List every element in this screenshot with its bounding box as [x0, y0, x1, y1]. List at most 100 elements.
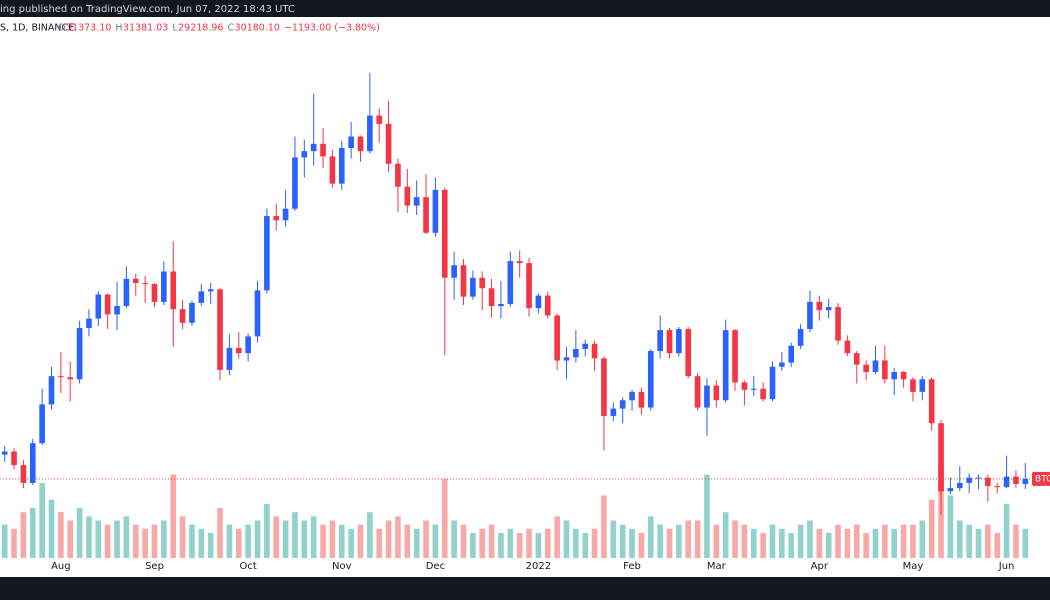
- candle-body: [825, 307, 832, 311]
- ohlc-key: C: [227, 23, 234, 34]
- volume-bar: [676, 524, 682, 558]
- candle-body: [310, 143, 317, 152]
- candle-body: [470, 277, 476, 297]
- volume-bar: [769, 524, 776, 558]
- volume-bar: [797, 524, 804, 558]
- ohlc-value: 29218.96: [178, 23, 223, 34]
- candle-body: [704, 385, 710, 408]
- volume-bar: [1, 524, 8, 558]
- candle-body: [498, 303, 504, 307]
- volume-bar: [207, 533, 214, 558]
- change: −1193.00 (−3.80%): [284, 23, 380, 34]
- candle-body: [348, 136, 354, 149]
- volume-bar: [619, 524, 626, 558]
- candle-body: [104, 294, 111, 315]
- candle-body: [376, 115, 383, 124]
- volume-bar: [282, 520, 289, 558]
- candle-body: [39, 404, 45, 444]
- candle-body: [404, 186, 411, 206]
- volume-bar: [142, 528, 148, 558]
- volume-bar: [245, 524, 251, 558]
- volume-bar: [1013, 524, 1019, 558]
- x-tick-label: Sep: [145, 561, 164, 572]
- volume-bar: [179, 516, 186, 558]
- ohlc-key: L: [172, 23, 178, 34]
- candle-body: [132, 278, 139, 284]
- volume-bar: [310, 516, 317, 558]
- volume-bar: [629, 528, 635, 558]
- plot-area: Aug Sep Oct Nov Dec 2022 Feb Mar Apr May Jun BTC: [0, 72, 1050, 572]
- candle-body: [947, 488, 954, 492]
- ohlc-value: 31373.10: [66, 23, 111, 34]
- volume-bar: [189, 524, 195, 558]
- candle-body: [657, 330, 663, 352]
- volume-bar: [657, 524, 663, 558]
- candle-body: [11, 451, 17, 466]
- volume-bar: [39, 483, 45, 558]
- candle-body: [441, 189, 448, 278]
- candle-body: [610, 408, 617, 416]
- volume-bar: [114, 520, 120, 558]
- candle-body: [58, 376, 64, 378]
- candle-body: [329, 156, 336, 184]
- x-tick-label: May: [903, 561, 924, 572]
- volume-bar: [432, 524, 439, 558]
- candle-body: [367, 115, 373, 152]
- volume-bar: [488, 524, 495, 558]
- candle-body: [835, 307, 841, 341]
- candle-body: [357, 136, 364, 152]
- volume-bar: [338, 524, 345, 558]
- candle-body: [994, 486, 1001, 488]
- volume-bar: [788, 533, 795, 558]
- candle-body: [882, 360, 888, 380]
- volume-bar: [732, 520, 738, 558]
- volume-bar: [582, 533, 589, 558]
- volume-bar: [966, 524, 972, 558]
- candle-body: [647, 351, 654, 408]
- volume-bar: [853, 524, 860, 558]
- candle-body: [601, 358, 607, 416]
- symbol: S, 1D, BINANCE: [0, 23, 74, 34]
- ohlc-value: 31381.03: [123, 23, 168, 34]
- candle-body: [619, 400, 626, 409]
- volume-bar: [479, 528, 486, 558]
- candle-body: [629, 391, 635, 401]
- candle-body: [516, 261, 523, 264]
- volume-bar: [170, 474, 177, 558]
- volume-bar: [835, 524, 841, 558]
- volume-bar: [367, 512, 373, 558]
- candle-body: [1013, 476, 1019, 484]
- candle-body: [95, 294, 102, 319]
- volume-bar: [95, 520, 102, 558]
- candle-body: [488, 288, 495, 307]
- candle-body: [900, 371, 907, 380]
- x-tick-label: Nov: [332, 561, 352, 572]
- volume-bar: [161, 520, 167, 558]
- candle-body: [385, 123, 392, 164]
- candle-body: [573, 348, 579, 358]
- candle-body: [432, 189, 439, 233]
- volume-bar: [123, 516, 130, 558]
- volume-bar: [1022, 528, 1029, 558]
- volume-bar: [376, 528, 383, 558]
- candle-body: [582, 343, 589, 349]
- volume-bar: [863, 533, 869, 558]
- volume-bar: [760, 533, 766, 558]
- candle-body: [526, 263, 532, 309]
- volume-bar: [254, 520, 261, 558]
- candle-body: [20, 465, 27, 483]
- volume-bar: [900, 524, 907, 558]
- candle-body: [938, 423, 944, 492]
- volume-bar: [395, 516, 401, 558]
- x-tick-label: Feb: [623, 561, 641, 572]
- price-tag: BTC: [1035, 474, 1050, 484]
- candle-body: [966, 477, 972, 483]
- candle-body: [638, 391, 645, 408]
- candle-body: [48, 376, 55, 405]
- x-tick-label: Aug: [51, 561, 71, 572]
- candle-body: [292, 157, 298, 209]
- volume-bar: [694, 520, 701, 558]
- candle-body: [788, 345, 795, 363]
- volume-bar: [591, 528, 598, 558]
